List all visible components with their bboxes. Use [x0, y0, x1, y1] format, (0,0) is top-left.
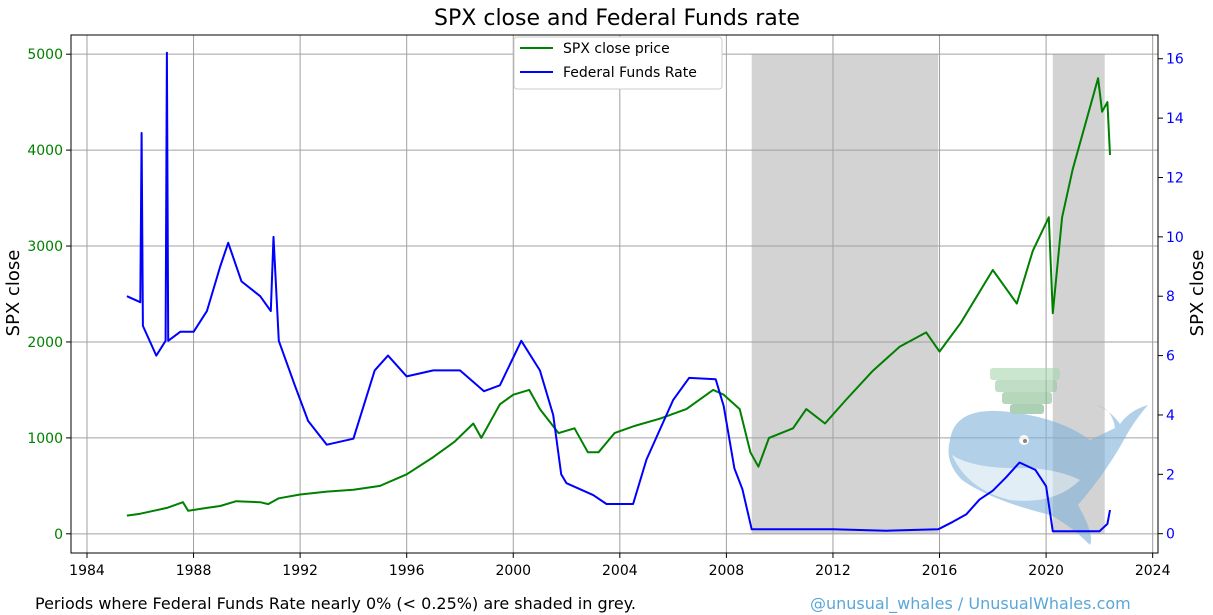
- x-tick-label: 2004: [602, 563, 638, 579]
- legend-label-fed: Federal Funds Rate: [563, 65, 697, 81]
- series-line-spx-close: [126, 77, 1111, 517]
- chart-title: SPX close and Federal Funds rate: [434, 6, 800, 31]
- x-tick-label: 2016: [922, 563, 958, 579]
- x-tick-label: 1992: [282, 563, 318, 579]
- left-tick-label: 1000: [27, 431, 63, 447]
- x-tick-label: 1984: [69, 563, 105, 579]
- shaded-period-0: [751, 54, 939, 534]
- right-tick-label: 10: [1166, 230, 1184, 246]
- right-tick-label: 8: [1166, 289, 1175, 305]
- legend: SPX close price Federal Funds Rate: [513, 36, 723, 90]
- right-tick-label: 14: [1166, 111, 1184, 127]
- y-axis-left-label: SPX close: [3, 250, 24, 337]
- right-tick-label: 4: [1166, 408, 1175, 424]
- x-tick-label: 2008: [709, 563, 745, 579]
- whale-pupil: [1023, 439, 1027, 443]
- legend-label-spx: SPX close price: [563, 41, 670, 57]
- left-tick-label: 0: [54, 527, 63, 543]
- right-tick-label: 16: [1166, 52, 1184, 68]
- x-tick-label: 2024: [1135, 563, 1171, 579]
- whale-belly: [952, 455, 1080, 501]
- grid: [71, 35, 1158, 553]
- left-tick-label: 3000: [27, 239, 63, 255]
- x-axis-ticks: 1984 1988 1992 1996 2000 2004 2008 2012 2016 2020…: [69, 553, 1171, 579]
- x-tick-label: 2000: [495, 563, 531, 579]
- series-layer: [126, 51, 1111, 533]
- x-tick-label: 2012: [815, 563, 851, 579]
- money-stack-icon: [990, 368, 1060, 414]
- legend-box: [513, 36, 723, 90]
- x-tick-label: 1988: [176, 563, 212, 579]
- left-tick-label: 4000: [27, 143, 63, 159]
- right-tick-label: 0: [1166, 527, 1175, 543]
- footer-credit: @unusual_whales / UnusualWhales.com: [810, 594, 1131, 614]
- series-line-fed-funds-rate: [126, 51, 1111, 533]
- right-tick-label: 6: [1166, 349, 1175, 365]
- whale-logo: [948, 368, 1148, 545]
- x-tick-label: 1996: [389, 563, 425, 579]
- left-axis-ticks: 0 1000 2000 3000 4000 5000: [27, 47, 71, 543]
- right-tick-label: 2: [1166, 467, 1175, 483]
- left-tick-label: 2000: [27, 335, 63, 351]
- left-tick-label: 5000: [27, 47, 63, 63]
- footer-note: Periods where Federal Funds Rate nearly …: [35, 594, 636, 613]
- plot-frame: [70, 34, 1159, 554]
- shaded-periods: [751, 54, 1105, 534]
- axes-frame: [70, 34, 1159, 554]
- right-tick-label: 12: [1166, 170, 1184, 186]
- x-tick-label: 2020: [1028, 563, 1064, 579]
- y-axis-right-label: SPX close: [1187, 250, 1208, 337]
- right-axis-ticks: 0 2 4 6 8 10 12 14 16: [1158, 52, 1184, 543]
